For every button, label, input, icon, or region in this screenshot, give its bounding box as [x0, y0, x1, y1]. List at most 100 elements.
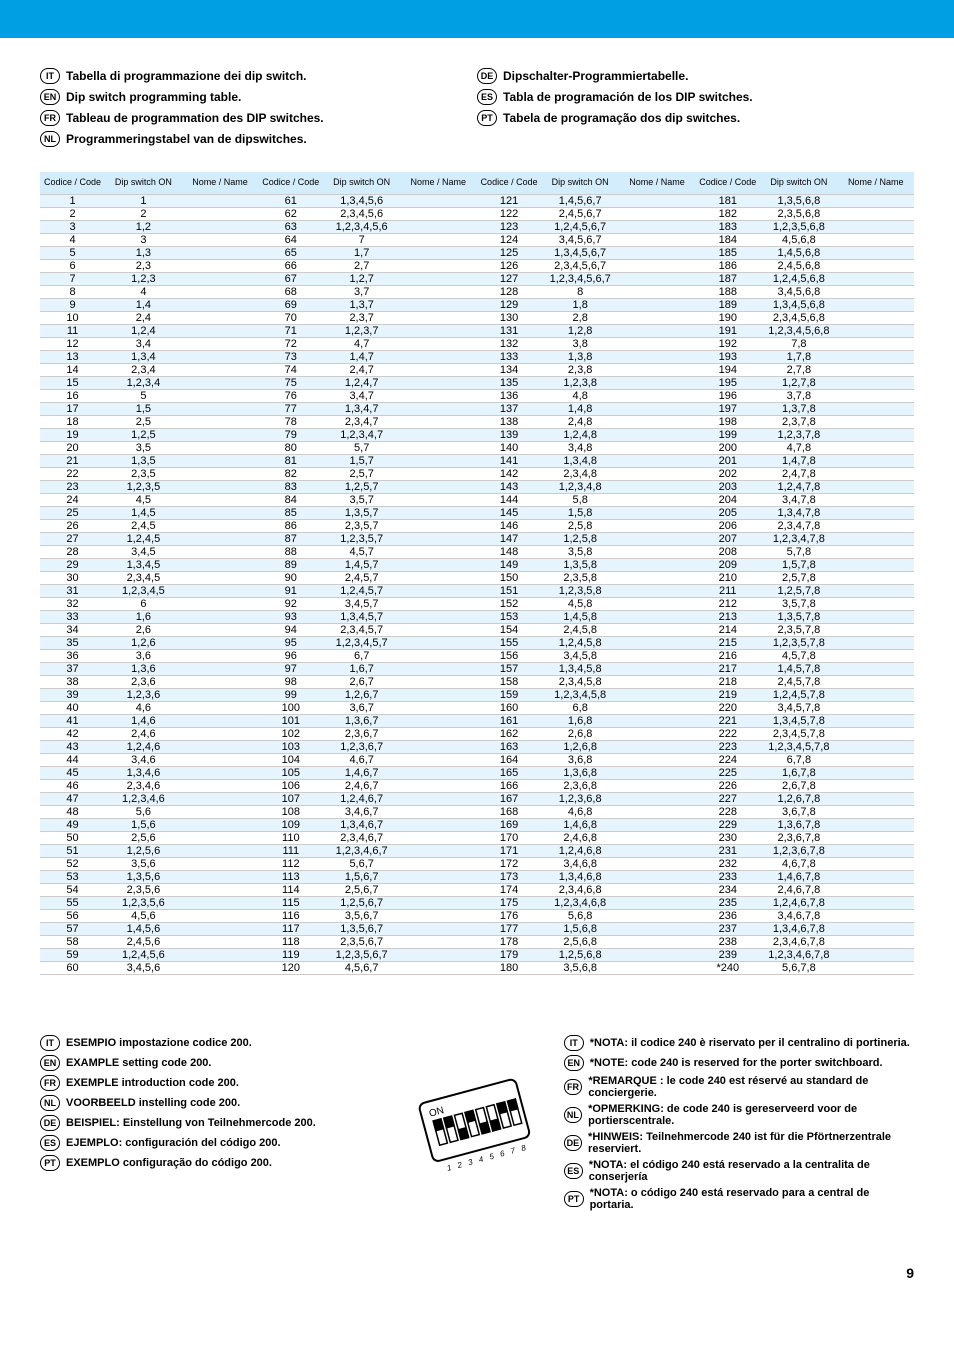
- dip-cell: 6,8: [542, 701, 619, 714]
- code-cell: 179: [477, 948, 542, 961]
- table-row: 165763,4,71364,81963,7,8: [40, 389, 914, 402]
- th-name: Nome / Name: [400, 172, 477, 194]
- code-cell: 208: [695, 545, 760, 558]
- dip-cell: 1,3,4,5,7,8: [760, 714, 837, 727]
- dip-cell: 2,4,5,7,8: [760, 675, 837, 688]
- th-name: Nome / Name: [837, 172, 914, 194]
- dip-cell: 1,2,3,4,6,8: [542, 896, 619, 909]
- code-cell: 195: [695, 376, 760, 389]
- code-cell: 142: [477, 467, 542, 480]
- table-row: 22622,3,4,5,61222,4,5,6,71822,3,5,6,8: [40, 207, 914, 220]
- name-cell: [182, 636, 259, 649]
- dip-cell: 4,5,6,8: [760, 233, 837, 246]
- table-row: 291,3,4,5891,4,5,71491,3,5,82091,5,7,8: [40, 558, 914, 571]
- code-cell: 64: [258, 233, 323, 246]
- dip-cell: 5,6,8: [542, 909, 619, 922]
- name-cell: [400, 831, 477, 844]
- name-cell: [182, 246, 259, 259]
- table-row: 485,61083,4,6,71684,6,82283,6,7,8: [40, 805, 914, 818]
- code-cell: 14: [40, 363, 105, 376]
- note-text: BEISPIEL: Einstellung von Teilnehmercode…: [66, 1117, 316, 1129]
- dip-cell: 2,3,6,7,8: [760, 831, 837, 844]
- dip-cell: 1,5,7,8: [760, 558, 837, 571]
- code-cell: 30: [40, 571, 105, 584]
- dip-cell: 1,2,6,8: [542, 740, 619, 753]
- table-row: 326923,4,5,71524,5,82123,5,7,8: [40, 597, 914, 610]
- dip-cell: 2,3,5,7: [323, 519, 400, 532]
- table-row: 462,3,4,61062,4,6,71662,3,6,82262,6,7,8: [40, 779, 914, 792]
- code-cell: 133: [477, 350, 542, 363]
- name-cell: [837, 779, 914, 792]
- dip-cell: 1,2,4,6,7: [323, 792, 400, 805]
- lang-badge: DE: [477, 68, 497, 84]
- code-cell: 223: [695, 740, 760, 753]
- code-cell: 50: [40, 831, 105, 844]
- dip-cell: 1,3,5,6,7: [323, 922, 400, 935]
- code-cell: 76: [258, 389, 323, 402]
- name-cell: [182, 519, 259, 532]
- dip-cell: 1,2,4,5,6: [105, 948, 182, 961]
- name-cell: [837, 558, 914, 571]
- table-row: 542,3,5,61142,5,6,71742,3,4,6,82342,4,6,…: [40, 883, 914, 896]
- name-cell: [837, 844, 914, 857]
- name-cell: [837, 688, 914, 701]
- dip-cell: 3,4,7,8: [760, 493, 837, 506]
- code-cell: 157: [477, 662, 542, 675]
- dip-cell: 2,3,4,6,7: [323, 831, 400, 844]
- dip-cell: 1,4,5,6: [105, 922, 182, 935]
- name-cell: [619, 324, 696, 337]
- name-cell: [837, 363, 914, 376]
- dip-cell: 1,4,6,8: [542, 818, 619, 831]
- name-cell: [182, 675, 259, 688]
- dip-cell: 3,4,5: [105, 545, 182, 558]
- dip-cell: 2,3,6,8: [542, 779, 619, 792]
- code-cell: 233: [695, 870, 760, 883]
- name-cell: [400, 350, 477, 363]
- name-cell: [619, 363, 696, 376]
- code-cell: 55: [40, 896, 105, 909]
- header-band: [0, 0, 954, 38]
- name-cell: [400, 818, 477, 831]
- lang-badge: ES: [40, 1135, 60, 1151]
- name-cell: [619, 675, 696, 688]
- name-cell: [182, 298, 259, 311]
- dip-cell: 3,4,6,7,8: [760, 909, 837, 922]
- dip-cell: 2,4,6,7: [323, 779, 400, 792]
- dip-cell: 1,2,5,8: [542, 532, 619, 545]
- name-cell: [182, 883, 259, 896]
- name-cell: [182, 792, 259, 805]
- code-cell: 153: [477, 610, 542, 623]
- dip-cell: 4,5: [105, 493, 182, 506]
- code-cell: 191: [695, 324, 760, 337]
- name-cell: [837, 246, 914, 259]
- code-cell: 119: [258, 948, 323, 961]
- code-cell: 47: [40, 792, 105, 805]
- dip-cell: 1,4,5: [105, 506, 182, 519]
- title-line: PTTabela de programação dos dip switches…: [477, 110, 914, 126]
- table-row: 11611,3,4,5,61211,4,5,6,71811,3,5,6,8: [40, 194, 914, 207]
- title-text: Tableau de programmation des DIP switche…: [66, 111, 324, 125]
- name-cell: [400, 376, 477, 389]
- dip-cell: 1,2,3,6,7,8: [760, 844, 837, 857]
- dip-cell: 2,3,4,5,6,8: [760, 311, 837, 324]
- name-cell: [182, 194, 259, 207]
- dip-cell: 1,2,4: [105, 324, 182, 337]
- code-cell: 176: [477, 909, 542, 922]
- name-cell: [400, 714, 477, 727]
- name-cell: [837, 805, 914, 818]
- code-cell: 6: [40, 259, 105, 272]
- name-cell: [837, 454, 914, 467]
- code-cell: 149: [477, 558, 542, 571]
- name-cell: [400, 805, 477, 818]
- note-line: ENEXAMPLE setting code 200.: [40, 1055, 390, 1071]
- name-cell: [837, 441, 914, 454]
- name-cell: [619, 792, 696, 805]
- code-cell: 220: [695, 701, 760, 714]
- page-number: 9: [0, 1235, 954, 1301]
- code-cell: 221: [695, 714, 760, 727]
- dip-cell: 3,5,6,7: [323, 909, 400, 922]
- code-cell: 80: [258, 441, 323, 454]
- name-cell: [619, 935, 696, 948]
- table-row: 511,2,5,61111,2,3,4,6,71711,2,4,6,82311,…: [40, 844, 914, 857]
- table-row: 62,3662,71262,3,4,5,6,71862,4,5,6,8: [40, 259, 914, 272]
